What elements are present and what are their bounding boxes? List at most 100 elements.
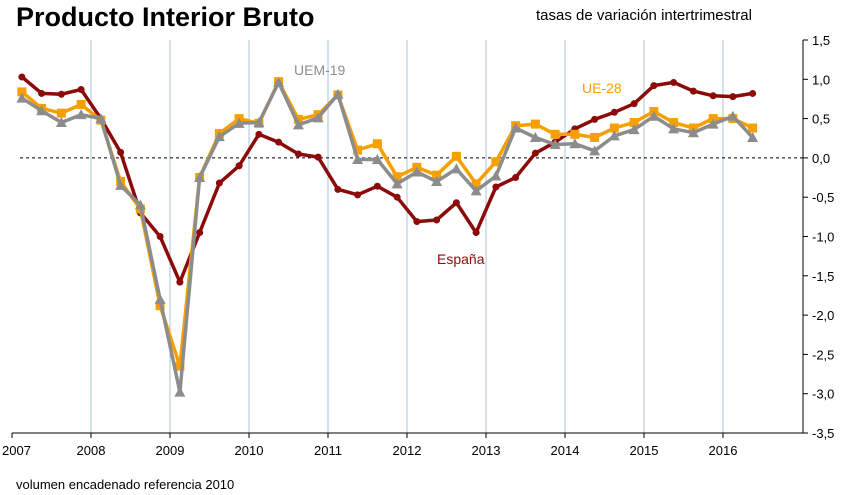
data-point bbox=[391, 178, 403, 189]
y-tick-label: 1,0 bbox=[812, 72, 830, 87]
data-point bbox=[512, 174, 520, 182]
data-point bbox=[608, 130, 620, 141]
data-point bbox=[471, 179, 481, 189]
x-tick-label: 2007 bbox=[2, 443, 31, 458]
y-tick-label: 0,0 bbox=[812, 151, 830, 166]
series-label-layer: España UE-28 UEM-19 bbox=[294, 62, 622, 267]
y-tick-label: 1,5 bbox=[812, 33, 830, 48]
data-point bbox=[215, 179, 223, 187]
data-point bbox=[38, 89, 46, 97]
data-point bbox=[115, 179, 127, 190]
data-point bbox=[650, 82, 658, 90]
data-point bbox=[669, 118, 679, 128]
x-tick-label: 2012 bbox=[393, 443, 422, 458]
data-point bbox=[235, 162, 243, 170]
series-2 bbox=[16, 76, 759, 397]
data-point bbox=[470, 185, 482, 196]
data-point bbox=[589, 145, 601, 156]
data-point bbox=[294, 150, 302, 158]
data-point bbox=[292, 119, 304, 130]
y-tick-label: -3,5 bbox=[812, 426, 834, 441]
data-point bbox=[590, 132, 600, 142]
data-point bbox=[392, 172, 402, 182]
x-tick-label: 2013 bbox=[472, 443, 501, 458]
data-point bbox=[275, 138, 283, 146]
data-point bbox=[709, 92, 717, 100]
data-point bbox=[314, 153, 322, 161]
data-point bbox=[629, 118, 639, 128]
data-point bbox=[233, 117, 245, 128]
data-point bbox=[393, 193, 401, 201]
data-point bbox=[648, 110, 660, 121]
data-point bbox=[670, 78, 678, 86]
data-point bbox=[531, 149, 539, 157]
data-point bbox=[432, 170, 442, 180]
x-tick-label: 2008 bbox=[77, 443, 106, 458]
data-point bbox=[529, 131, 541, 142]
data-point bbox=[747, 131, 759, 142]
data-point bbox=[569, 138, 581, 149]
y-tick-label: -0,5 bbox=[812, 190, 834, 205]
y-tick-label: -3,0 bbox=[812, 387, 834, 402]
data-point bbox=[353, 145, 363, 155]
data-point bbox=[57, 90, 65, 98]
data-point bbox=[707, 118, 719, 129]
data-point bbox=[154, 293, 166, 304]
data-point bbox=[18, 73, 26, 81]
chart-title: Producto Interior Bruto bbox=[16, 2, 315, 32]
data-point bbox=[749, 89, 757, 97]
x-tick-label: 2016 bbox=[709, 443, 738, 458]
data-point bbox=[687, 127, 699, 138]
data-point bbox=[174, 386, 186, 397]
series-label-espana: España bbox=[437, 251, 485, 267]
series-0 bbox=[18, 73, 757, 286]
data-point bbox=[273, 76, 285, 87]
data-point bbox=[134, 199, 146, 210]
data-point bbox=[628, 124, 640, 135]
data-point bbox=[373, 182, 381, 190]
data-point bbox=[668, 123, 680, 134]
data-point bbox=[352, 153, 364, 164]
data-point bbox=[56, 108, 66, 118]
series-line bbox=[20, 80, 754, 394]
data-point bbox=[591, 115, 599, 123]
y-tick-label: -1,5 bbox=[812, 269, 834, 284]
data-point bbox=[491, 157, 501, 167]
data-point bbox=[312, 112, 324, 123]
grid-layer bbox=[20, 40, 803, 433]
data-point bbox=[610, 108, 618, 116]
x-tick-label: 2015 bbox=[630, 443, 659, 458]
data-point bbox=[570, 129, 580, 139]
data-point bbox=[630, 100, 638, 108]
series-line bbox=[20, 75, 753, 284]
data-point bbox=[76, 99, 86, 109]
y-tick-label: -2,5 bbox=[812, 347, 834, 362]
data-point bbox=[689, 87, 697, 95]
data-point bbox=[729, 93, 737, 101]
y-tick-label: 0,5 bbox=[812, 112, 830, 127]
data-point bbox=[492, 183, 500, 191]
data-point bbox=[433, 216, 441, 224]
x-tick-label: 2010 bbox=[235, 443, 264, 458]
y-tick-label: -1,0 bbox=[812, 230, 834, 245]
data-point bbox=[510, 122, 522, 133]
data-point bbox=[77, 86, 85, 94]
y-tick-label: -2,0 bbox=[812, 308, 834, 323]
data-point bbox=[530, 119, 540, 129]
data-point bbox=[413, 218, 421, 226]
data-point bbox=[334, 185, 342, 193]
series-label-ue28: UE-28 bbox=[582, 80, 622, 96]
series-label-uem19: UEM-19 bbox=[294, 62, 346, 78]
data-point bbox=[332, 88, 344, 99]
data-point bbox=[17, 87, 27, 97]
data-point bbox=[490, 170, 502, 181]
data-point bbox=[253, 117, 265, 128]
chart-note: volumen encadenado referencia 2010 bbox=[16, 477, 234, 492]
data-point bbox=[472, 229, 480, 237]
data-point bbox=[36, 105, 48, 116]
chart-subtitle: tasas de variación intertrimestral bbox=[536, 7, 752, 24]
data-point bbox=[175, 361, 185, 371]
data-point bbox=[372, 139, 382, 149]
